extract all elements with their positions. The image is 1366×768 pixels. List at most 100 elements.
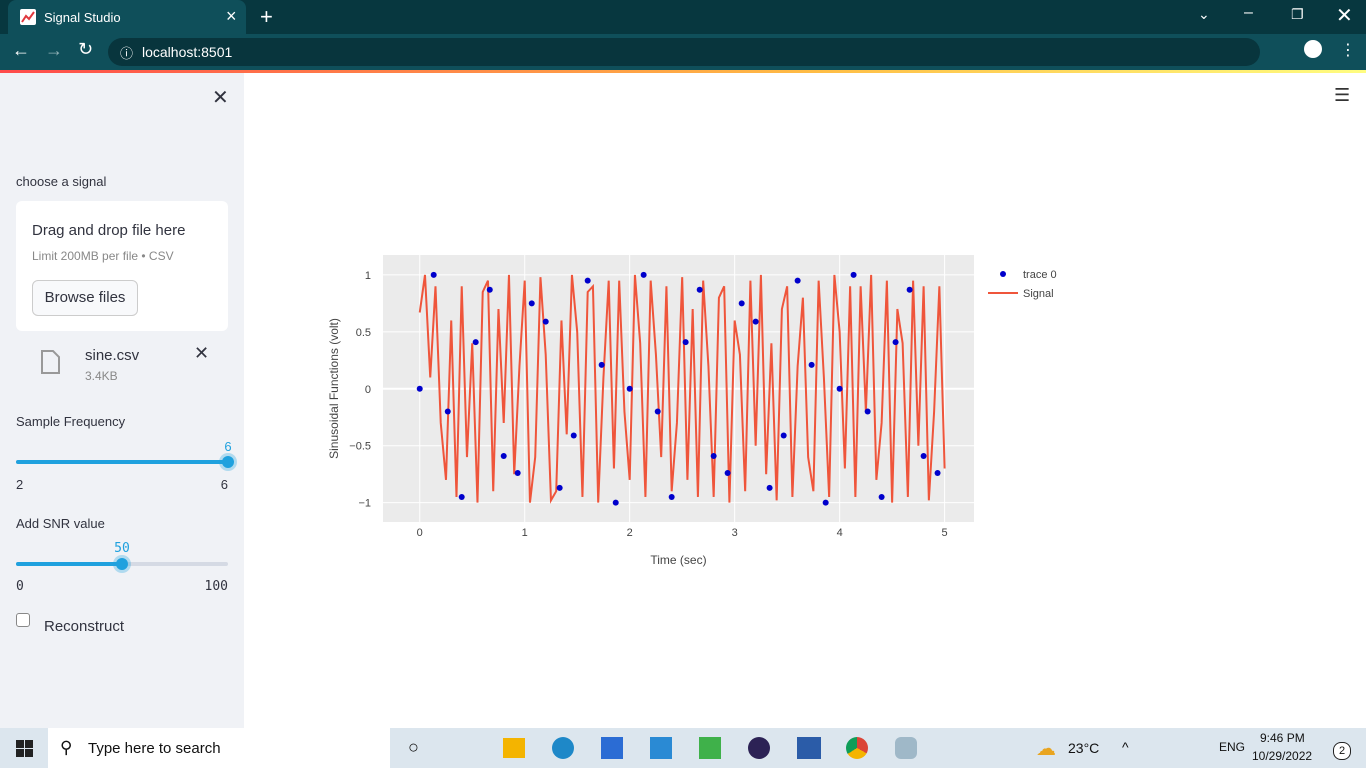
- file-size: 3.4KB: [85, 369, 118, 383]
- sample-point: [514, 470, 521, 477]
- file-remove[interactable]: ✕: [194, 343, 210, 363]
- x-axis-title: Time (sec): [650, 553, 706, 567]
- sample-point: [850, 271, 857, 278]
- sample-point: [556, 484, 563, 491]
- tab-title: Signal Studio: [44, 10, 121, 25]
- slider-label: Add SNR value: [16, 516, 105, 531]
- app-icon[interactable]: [748, 737, 770, 759]
- x-tick-label: 4: [837, 527, 843, 539]
- sample-point: [654, 408, 661, 415]
- reload[interactable]: ↻: [78, 39, 94, 59]
- minimize[interactable]: –: [1244, 4, 1253, 21]
- weather[interactable]: 23°C: [1068, 740, 1100, 756]
- checkbox[interactable]: [16, 613, 30, 627]
- x-tick-label: 2: [627, 527, 633, 539]
- sample-point: [892, 339, 899, 346]
- favicon-graph: [21, 11, 35, 23]
- close-window[interactable]: ✕: [1336, 5, 1353, 27]
- favicon: [20, 9, 36, 25]
- new-tab[interactable]: +: [260, 4, 273, 29]
- app-icon[interactable]: [503, 738, 525, 758]
- slider-fill: [16, 562, 122, 566]
- tab[interactable]: Signal Studio ×: [8, 0, 246, 34]
- sample-point: [682, 339, 689, 346]
- sample-point: [570, 432, 577, 439]
- y-tick-label: −0.5: [349, 441, 371, 453]
- back[interactable]: ←: [12, 40, 30, 60]
- slider-min: 2: [16, 477, 24, 492]
- sample-point: [668, 493, 675, 500]
- signal-line: [418, 274, 946, 504]
- uploader-label: choose a signal: [16, 174, 107, 189]
- slider-thumb[interactable]: [222, 456, 234, 468]
- sample-point: [906, 286, 913, 293]
- app-icon[interactable]: [650, 737, 672, 759]
- sample-point: [808, 361, 815, 368]
- browse-button[interactable]: Browse files: [32, 280, 138, 316]
- sample-point: [766, 484, 773, 491]
- notifications[interactable]: 2: [1333, 742, 1351, 760]
- tab-bar: Signal Studio × + ⌄ – ❐ ✕: [0, 0, 1366, 34]
- site-info[interactable]: ⓘ: [120, 46, 134, 61]
- app-icon[interactable]: [846, 737, 868, 759]
- app-icon[interactable]: [552, 737, 574, 759]
- slider-max: 6: [220, 477, 228, 492]
- language[interactable]: ENG: [1219, 740, 1246, 754]
- start-button[interactable]: [16, 740, 33, 757]
- sample-point: [724, 470, 731, 477]
- y-tick-label: 1: [365, 270, 371, 282]
- slider-value: 6: [224, 439, 232, 454]
- sample-point: [822, 499, 829, 506]
- tray-icons[interactable]: ^: [1122, 739, 1129, 755]
- sample-point: [836, 385, 843, 392]
- sample-point: [472, 339, 479, 346]
- y-tick-label: 0: [365, 384, 371, 396]
- sample-point: [864, 408, 871, 415]
- restore[interactable]: ❐: [1291, 6, 1304, 22]
- app-icon[interactable]: [699, 737, 721, 759]
- app-icon[interactable]: [797, 737, 821, 759]
- slider-thumb[interactable]: [116, 558, 128, 570]
- url: localhost:8501: [142, 44, 233, 60]
- profile[interactable]: [1304, 40, 1322, 58]
- tab-search[interactable]: ⌄: [1198, 6, 1210, 22]
- task-view[interactable]: ○: [408, 737, 419, 757]
- x-tick-label: 0: [417, 527, 423, 539]
- sample-point: [612, 499, 619, 506]
- app-icon[interactable]: [895, 737, 917, 759]
- app-icon[interactable]: [601, 737, 623, 759]
- legend-label: Signal: [1023, 288, 1054, 300]
- drop-text: Drag and drop file here: [32, 222, 186, 239]
- clock-date[interactable]: 10/29/2022: [1252, 749, 1313, 763]
- sample-point: [598, 361, 605, 368]
- search-box[interactable]: ⚲ Type here to search: [48, 728, 390, 768]
- x-tick-label: 5: [942, 527, 948, 539]
- sample-point: [584, 277, 591, 284]
- sample-point: [500, 452, 507, 459]
- address-bar[interactable]: ⓘ localhost:8501: [108, 38, 1260, 66]
- sidebar: ✕ choose a signal Drag and drop file her…: [0, 73, 244, 728]
- accent-line: [0, 70, 1366, 73]
- legend-marker: [1000, 271, 1006, 277]
- sample-point: [738, 300, 745, 307]
- tab-close[interactable]: ×: [226, 6, 237, 26]
- clock-time[interactable]: 9:46 PM: [1260, 731, 1305, 745]
- sample-point: [752, 318, 759, 325]
- menu[interactable]: ⋮: [1340, 42, 1356, 59]
- sidebar-close[interactable]: ✕: [212, 87, 229, 109]
- x-tick-label: 3: [732, 527, 738, 539]
- slider-fill: [16, 460, 228, 464]
- main: ☰ 0 1 2 3 4 5 −1 −0.5 0 0.5 1 Time (sec) Sinusoidal …: [244, 73, 1366, 728]
- y-tick-label: 0.5: [356, 327, 371, 339]
- sample-point: [542, 318, 549, 325]
- dropzone[interactable]: Drag and drop file here Limit 200MB per …: [16, 201, 228, 331]
- y-tick-label: −1: [358, 498, 371, 510]
- file-icon: [41, 350, 60, 374]
- app-menu[interactable]: ☰: [1334, 85, 1351, 105]
- forward[interactable]: →: [45, 40, 63, 60]
- sample-point: [444, 408, 451, 415]
- chart: 0 1 2 3 4 5 −1 −0.5 0 0.5 1 Time (sec) Sinusoidal Fu…: [327, 255, 1057, 567]
- limit-text: Limit 200MB per file • CSV: [32, 249, 174, 263]
